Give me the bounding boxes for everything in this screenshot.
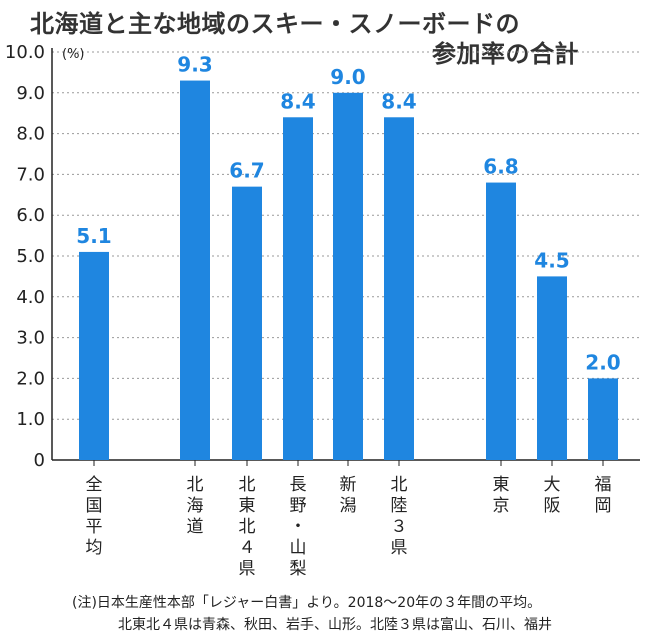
category-label: 新潟 [340,475,357,516]
bar [79,251,109,460]
y-tick-label: 9.0 [16,83,45,104]
bar [283,117,313,460]
data-label: 5.1 [76,224,111,248]
y-tick-label: 3.0 [16,328,45,349]
category-label: 北陸３県 [391,475,408,558]
bar [232,186,262,460]
y-tick-label: 2.0 [16,368,45,389]
y-tick-label: 0 [34,450,45,471]
footnote-line1: (注)日本生産性本部「レジャー白書」より。2018～20年の３年間の平均。 [72,595,542,611]
data-label: 6.7 [229,159,264,183]
chart-title-line1: 北海道と主な地域のスキー・スノーボードの [30,10,520,38]
data-label: 8.4 [280,89,315,113]
data-label: 2.0 [585,350,620,374]
data-label: 9.3 [177,53,212,77]
category-label: 全国平均 [86,475,103,558]
y-axis-unit: (%) [62,47,85,62]
category-label: 福岡 [595,475,612,516]
chart-title-line2: 参加率の合計 [432,40,579,68]
bar [588,378,618,460]
category-label: 北東北４県 [239,475,256,579]
category-label: 大阪 [544,475,561,516]
bar [180,80,210,460]
category-label: 長野・山梨 [290,475,307,579]
y-tick-label: 6.0 [16,205,45,226]
y-tick-label: 7.0 [16,164,45,185]
y-tick-label: 5.0 [16,246,45,267]
y-tick-label: 4.0 [16,287,45,308]
data-label: 6.8 [483,155,518,179]
data-label: 4.5 [534,248,569,272]
category-label: 北海道 [187,475,204,537]
bar [486,182,516,460]
y-tick-label: 1.0 [16,409,45,430]
category-label: 東京 [493,475,510,516]
bar [333,92,363,461]
data-label: 9.0 [330,65,365,89]
data-label: 8.4 [381,89,416,113]
footnote-line2: 北東北４県は青森、秋田、岩手、山形。北陸３県は富山、石川、福井 [118,617,552,633]
bar [384,117,414,460]
y-tick-label: 10.0 [5,42,45,63]
bar [537,276,567,460]
y-tick-label: 8.0 [16,124,45,145]
